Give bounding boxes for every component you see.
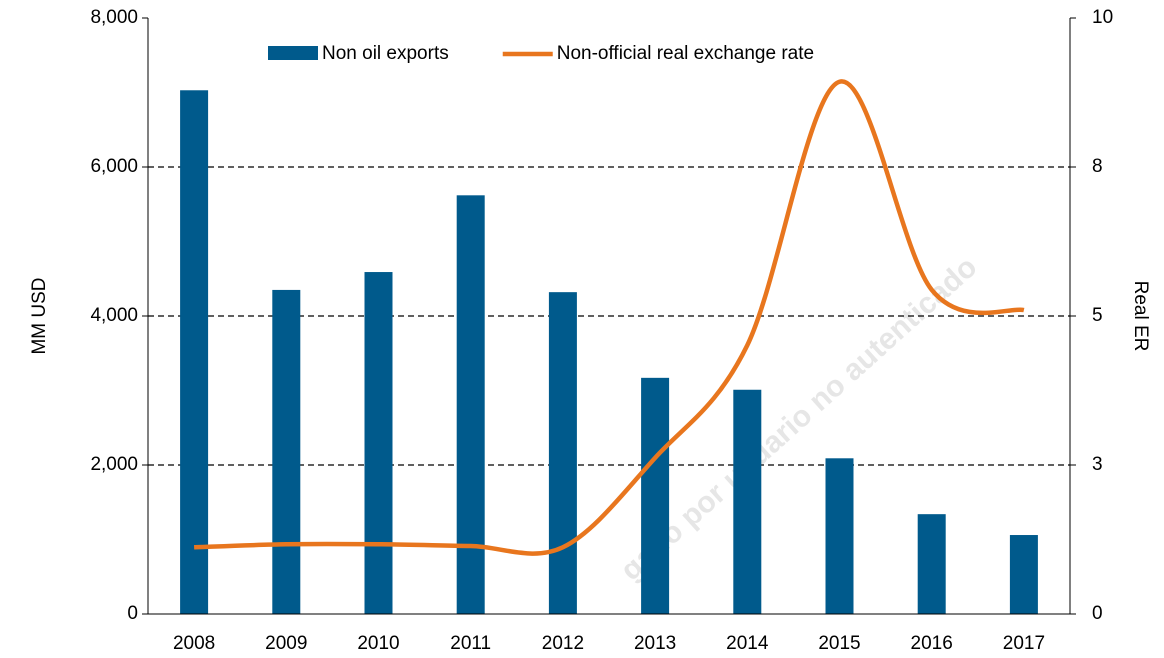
x-tick-label: 2012	[542, 633, 584, 654]
x-tick-label: 2015	[818, 633, 860, 654]
y-axis-label: MM USD	[29, 277, 50, 354]
y2-tick-label: 8	[1092, 156, 1103, 177]
y2-axis-label: Real ER	[1130, 281, 1151, 352]
x-tick-label: 2010	[357, 633, 399, 654]
x-tick-label: 2011	[450, 633, 491, 654]
bar	[733, 389, 762, 614]
x-tick-label: 2009	[265, 633, 307, 654]
legend-swatch	[268, 46, 318, 60]
bar	[1009, 535, 1038, 614]
y-tick-label: 4,000	[90, 305, 138, 326]
x-tick-label: 2008	[173, 633, 215, 654]
bar	[825, 458, 854, 614]
y2-tick-label: 5	[1092, 305, 1103, 326]
x-tick-label: 2016	[911, 633, 953, 654]
line	[194, 79, 1025, 556]
y-tick-label: 0	[127, 603, 138, 624]
bar	[917, 514, 946, 614]
y-tick-label: 6,000	[90, 156, 138, 177]
bar	[641, 377, 670, 614]
y2-tick-label: 10	[1092, 7, 1113, 28]
bar	[548, 292, 577, 614]
legend-label: Non-official real exchange rate	[557, 43, 814, 64]
x-tick-label: 2014	[726, 633, 769, 654]
bar	[456, 195, 485, 614]
y-tick-label: 2,000	[90, 454, 138, 475]
bar	[180, 90, 209, 614]
x-tick-label: 2013	[634, 633, 676, 654]
bar	[272, 289, 301, 614]
x-tick-label: 2017	[1003, 633, 1045, 654]
bar	[364, 272, 393, 614]
y-tick-label: 8,000	[90, 7, 138, 28]
y2-tick-label: 3	[1092, 454, 1103, 475]
y2-tick-label: 0	[1092, 603, 1103, 624]
legend-label: Non oil exports	[322, 43, 449, 64]
